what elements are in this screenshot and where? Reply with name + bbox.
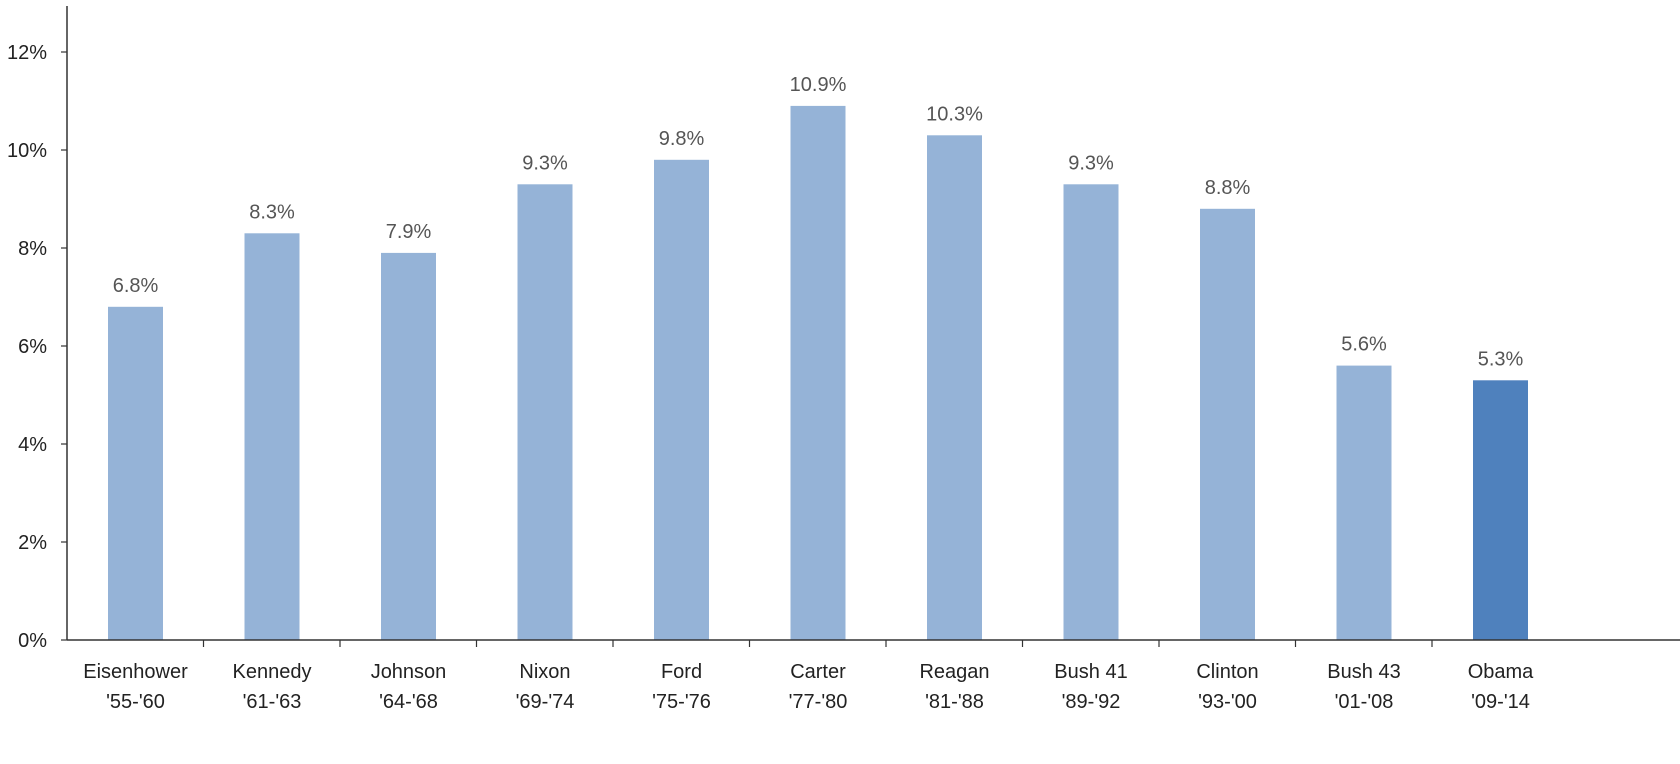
bars bbox=[108, 105, 1528, 641]
data-label: 9.8% bbox=[659, 128, 705, 150]
x-tick-label: Johnson bbox=[371, 661, 447, 683]
data-label: 5.6% bbox=[1341, 334, 1387, 356]
y-axis: 0% 2% 4% 6% 8% 10% 12% bbox=[7, 6, 68, 652]
bar bbox=[1063, 184, 1119, 641]
data-label: 9.3% bbox=[1068, 152, 1114, 174]
data-label: 9.3% bbox=[522, 152, 568, 174]
data-label: 10.9% bbox=[790, 74, 847, 96]
bar bbox=[517, 184, 573, 641]
data-label: 7.9% bbox=[386, 221, 432, 243]
x-tick-label: Bush 41 bbox=[1054, 661, 1127, 683]
x-tick-label: '09-'14 bbox=[1471, 691, 1530, 713]
x-tick-label: Carter bbox=[790, 661, 846, 683]
y-tick-label: 6% bbox=[18, 336, 47, 358]
data-label: 8.3% bbox=[249, 201, 295, 223]
y-tick-label: 4% bbox=[18, 434, 47, 456]
x-tick-label: Bush 43 bbox=[1327, 661, 1400, 683]
x-axis: Eisenhower '55-'60 Kennedy '61-'63 Johnson '6… bbox=[67, 639, 1680, 713]
x-tick-label: '61-'63 bbox=[243, 691, 302, 713]
bar bbox=[1336, 365, 1392, 640]
x-tick-label: '75-'76 bbox=[652, 691, 711, 713]
bar bbox=[381, 252, 436, 640]
x-tick-label: Clinton bbox=[1196, 661, 1258, 683]
bar bbox=[790, 105, 846, 640]
data-label: 5.3% bbox=[1478, 348, 1524, 370]
bar bbox=[1200, 208, 1255, 641]
y-tick-label: 8% bbox=[18, 238, 47, 260]
y-tick-label: 2% bbox=[18, 532, 47, 554]
x-tick-label: '93-'00 bbox=[1198, 691, 1257, 713]
x-tick-label: '69-'74 bbox=[516, 691, 575, 713]
x-tick-label: '55-'60 bbox=[106, 691, 165, 713]
x-tick-label: Nixon bbox=[519, 661, 570, 683]
x-tick-label: '89-'92 bbox=[1062, 691, 1121, 713]
x-tick-label: '01-'08 bbox=[1335, 691, 1394, 713]
data-label: 8.8% bbox=[1205, 177, 1251, 199]
x-tick-label: '81-'88 bbox=[925, 691, 984, 713]
data-label: 6.8% bbox=[113, 275, 159, 297]
bar bbox=[1473, 380, 1528, 640]
x-tick-label: Obama bbox=[1468, 661, 1534, 683]
x-tick-label: '64-'68 bbox=[379, 691, 438, 713]
bar bbox=[108, 306, 163, 640]
y-tick-label: 12% bbox=[7, 42, 47, 64]
x-tick-label: Eisenhower bbox=[83, 661, 188, 683]
x-tick-label: '77-'80 bbox=[789, 691, 848, 713]
bar bbox=[654, 159, 709, 641]
data-labels: 6.8% 8.3% 7.9% 9.3% 9.8% 10.9% 10.3% 9.3% 8.8% 5.… bbox=[113, 74, 1524, 370]
data-label: 10.3% bbox=[926, 103, 983, 125]
x-tick-label: Kennedy bbox=[233, 661, 312, 683]
bar bbox=[927, 135, 982, 641]
x-tick-label: Ford bbox=[661, 661, 702, 683]
y-tick-label: 10% bbox=[7, 140, 47, 162]
x-tick-label: Reagan bbox=[919, 661, 989, 683]
bar bbox=[244, 233, 300, 641]
y-tick-label: 0% bbox=[18, 630, 47, 652]
